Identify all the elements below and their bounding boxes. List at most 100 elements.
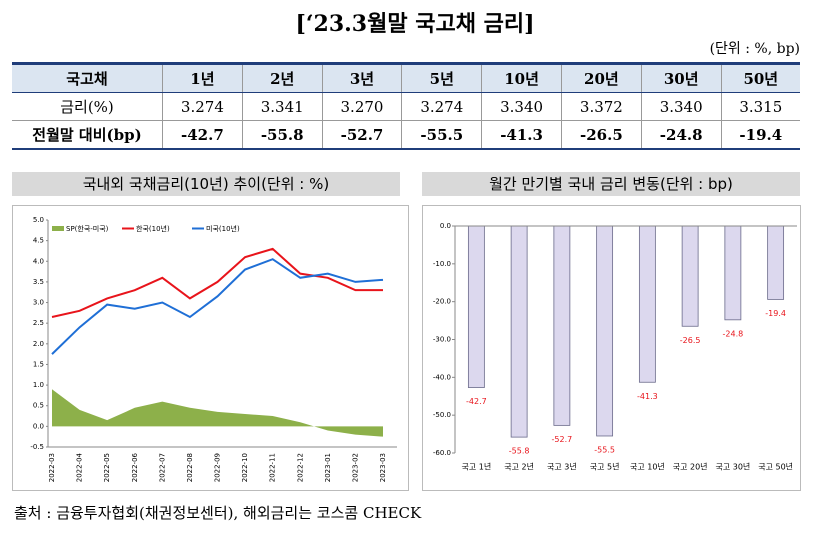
data-label: -52.7 [552, 435, 573, 444]
line [51, 258, 384, 355]
header-cell: 30년 [640, 62, 722, 93]
x-tick-label: 국고 5년 [590, 462, 620, 472]
x-tick-label: 국고 50년 [758, 462, 793, 472]
data-label: -26.5 [680, 336, 701, 345]
x-tick-label: 국고 3년 [547, 462, 577, 472]
y-tick-label: -10.0 [433, 260, 451, 268]
line-chart: 5.0 4.5 4.0 3.5 3.0 2.5 2.0 1.5 1.0 0.5 0.0 -0.5 202… [12, 205, 409, 491]
header-cell: 3년 [321, 62, 402, 93]
rate-table: 국고채 1년 2년 3년 5년 10년 20년 30년 50년 금리(%) 3.274 3.341 3.… [12, 62, 800, 150]
unit: (단위 : %, bp) [709, 41, 800, 57]
table-cell: 3.274 [162, 92, 243, 121]
legend-label: SP(한국-미국) [66, 224, 109, 233]
line [51, 247, 383, 318]
x-tick-label: 2022-06 [131, 452, 139, 482]
x-tick-label: 2022-11 [269, 453, 277, 482]
x-tick-label: 2022-05 [103, 453, 111, 482]
x-tick-label: 2023-03 [379, 453, 387, 482]
x-tick-label: 2022-08 [186, 453, 194, 482]
bar [638, 225, 656, 383]
x-tick-label: 2023-02 [351, 453, 359, 482]
y-tick-label: 5.0 [33, 216, 44, 224]
x-tick-label: 국고 2년 [504, 462, 534, 472]
y-tick-label: -60.0 [433, 449, 451, 457]
table-cell: 금리(%) [12, 92, 163, 121]
table-cell: 전월말 대비(bp) [12, 120, 163, 150]
bar [553, 225, 571, 426]
table-cell: 3.340 [640, 92, 722, 121]
y-tick-label: 0.0 [33, 422, 44, 430]
table-row: 금리(%) 3.274 3.341 3.270 3.274 3.340 3.372 3.340… [12, 92, 800, 121]
x-tick-label: 국고 10년 [630, 462, 665, 472]
header-cell: 5년 [401, 62, 482, 93]
header-cell: 1년 [162, 62, 243, 93]
y-tick-label: 4.5 [33, 237, 44, 245]
source: 출처 : 금융투자협회(채권정보센터), 해외금리는 코스콤 CHECK [14, 504, 422, 522]
x-tick-label: 2023-01 [324, 453, 332, 482]
legend-swatch [52, 226, 64, 231]
x-tick-label: 국고 20년 [673, 462, 708, 472]
y-tick-label: 4.0 [33, 257, 44, 265]
bar [596, 225, 614, 437]
header-cell: 국고채 [12, 62, 163, 93]
y-tick-label: 2.5 [33, 319, 44, 327]
table-cell: 3.270 [321, 92, 402, 121]
table-cell: 3.340 [481, 92, 562, 121]
data-label: -55.5 [594, 445, 615, 454]
data-label: -19.4 [765, 309, 786, 318]
y-tick-label: -0.5 [30, 443, 44, 451]
bar [724, 225, 742, 321]
y-tick-label: -30.0 [433, 336, 451, 344]
x-tick-label: 2022-10 [241, 453, 249, 482]
header-cell: 10년 [481, 62, 562, 93]
y-tick-label: 3.0 [33, 299, 44, 307]
table-cell: -26.5 [560, 120, 642, 150]
x-tick-label: 국고 1년 [462, 462, 492, 472]
title: [‘23.3월말 국고채 금리] [295, 11, 535, 37]
x-tick-label: 2022-12 [296, 453, 304, 482]
y-tick-label: 1.5 [33, 360, 44, 368]
table-cell: -55.5 [401, 120, 482, 150]
table-cell: -24.8 [640, 120, 722, 150]
data-label: -24.8 [723, 329, 744, 338]
table-cell: -55.8 [241, 120, 323, 150]
x-tick-label: 2022-04 [76, 452, 84, 482]
table-row: 전월말 대비(bp) -42.7 -55.8 -52.7 -55.5 -41.3 -26.5… [12, 120, 800, 150]
table-cell: 3.315 [720, 92, 800, 121]
table-cell: 3.341 [241, 92, 323, 121]
y-tick-label: -50.0 [433, 411, 451, 419]
y-tick-label: -40.0 [433, 373, 451, 381]
chart-title: 월간 만기별 국내 금리 변동(단위 : bp) [422, 172, 800, 196]
data-label: -41.3 [637, 392, 658, 401]
legend-label: 미국(10년) [206, 224, 240, 233]
data-label: -55.8 [509, 447, 530, 456]
header-cell: 20년 [560, 62, 642, 93]
y-tick-label: 1.0 [33, 381, 44, 389]
data-label: -42.7 [466, 397, 487, 406]
y-tick-label: -20.0 [433, 298, 451, 306]
header-cell: 50년 [720, 62, 800, 93]
y-tick-label: 0.0 [440, 222, 451, 230]
table-cell: -42.7 [162, 120, 243, 150]
bar-chart: 0.0 -10.0 -20.0 -30.0 -40.0 -50.0 -60.0 -42.7 국고… [422, 205, 801, 491]
table-cell: -41.3 [481, 120, 562, 150]
y-tick-label: 3.5 [33, 278, 44, 286]
table-cell: 3.274 [401, 92, 482, 121]
x-tick-label: 국고 30년 [715, 462, 750, 472]
x-tick-label: 2022-03 [48, 453, 56, 482]
y-tick-label: 0.5 [33, 402, 44, 410]
bar [681, 225, 699, 327]
bar [510, 225, 528, 438]
area [52, 389, 383, 437]
header-cell: 2년 [241, 62, 323, 93]
bar [767, 225, 785, 300]
x-tick-label: 2022-07 [158, 453, 166, 482]
table-cell: -52.7 [321, 120, 402, 150]
chart-title: 국내외 국채금리(10년) 추이(단위 : %) [12, 172, 400, 196]
bar [467, 225, 485, 388]
table-cell: 3.372 [560, 92, 642, 121]
legend-label: 한국(10년) [136, 224, 170, 233]
x-tick-label: 2022-09 [214, 453, 222, 482]
y-tick-label: 2.0 [33, 340, 44, 348]
